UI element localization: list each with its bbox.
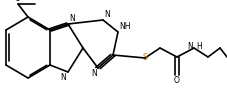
Text: N: N <box>91 69 97 78</box>
Text: O: O <box>15 0 20 3</box>
Text: H: H <box>196 42 202 51</box>
Text: NH: NH <box>119 22 131 31</box>
Text: N: N <box>60 73 66 82</box>
Text: S: S <box>142 54 148 62</box>
Text: O: O <box>174 76 180 85</box>
Text: N: N <box>69 14 75 23</box>
Text: N: N <box>104 10 110 19</box>
Text: N: N <box>187 42 193 51</box>
